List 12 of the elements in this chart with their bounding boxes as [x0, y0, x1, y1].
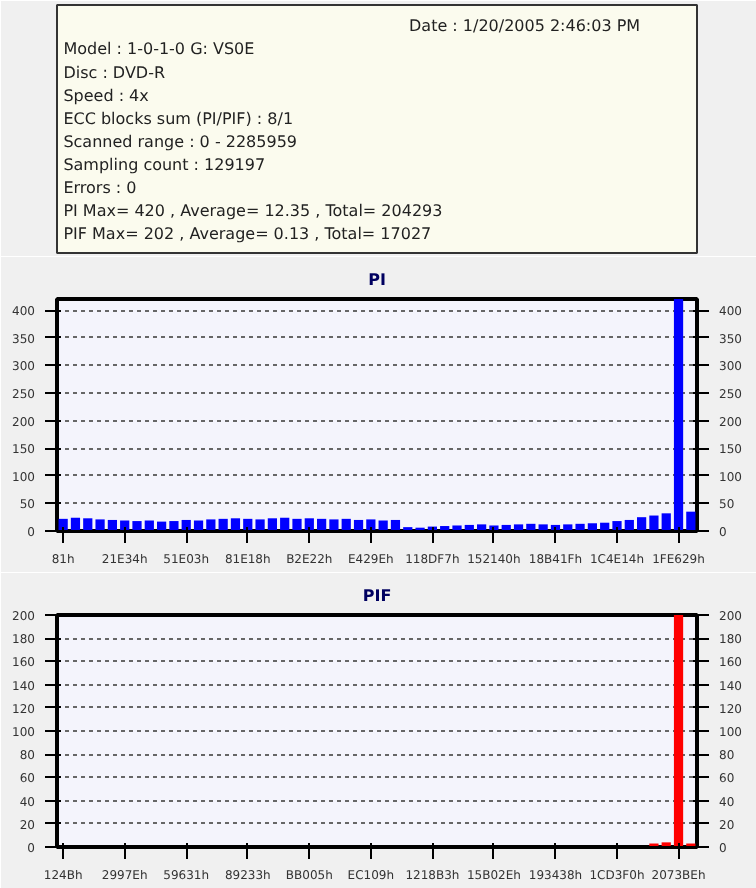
- chart-title: PI: [368, 271, 386, 289]
- text: Model : 1-0-1-0 G: VS0E: [63, 40, 255, 59]
- text: Speed : 4x: [63, 86, 150, 105]
- text: ECC blocks sum (PI/PIF) : 8/1: [63, 109, 294, 128]
- text: Sampling count : 129197: [63, 155, 266, 174]
- text: Date : 1/20/2005 2:46:03 PM: [409, 17, 641, 36]
- chart-title: PIF: [362, 587, 392, 605]
- text: Disc : DVD-R: [63, 63, 166, 82]
- text: Scanned range : 0 - 2285959: [63, 132, 297, 151]
- text: PIF Max= 202 , Average= 0.13 , Total= 17027: [63, 224, 432, 243]
- text: Errors : 0: [63, 178, 137, 197]
- text: PI Max= 420 , Average= 12.35 , Total= 204293: [63, 201, 443, 220]
